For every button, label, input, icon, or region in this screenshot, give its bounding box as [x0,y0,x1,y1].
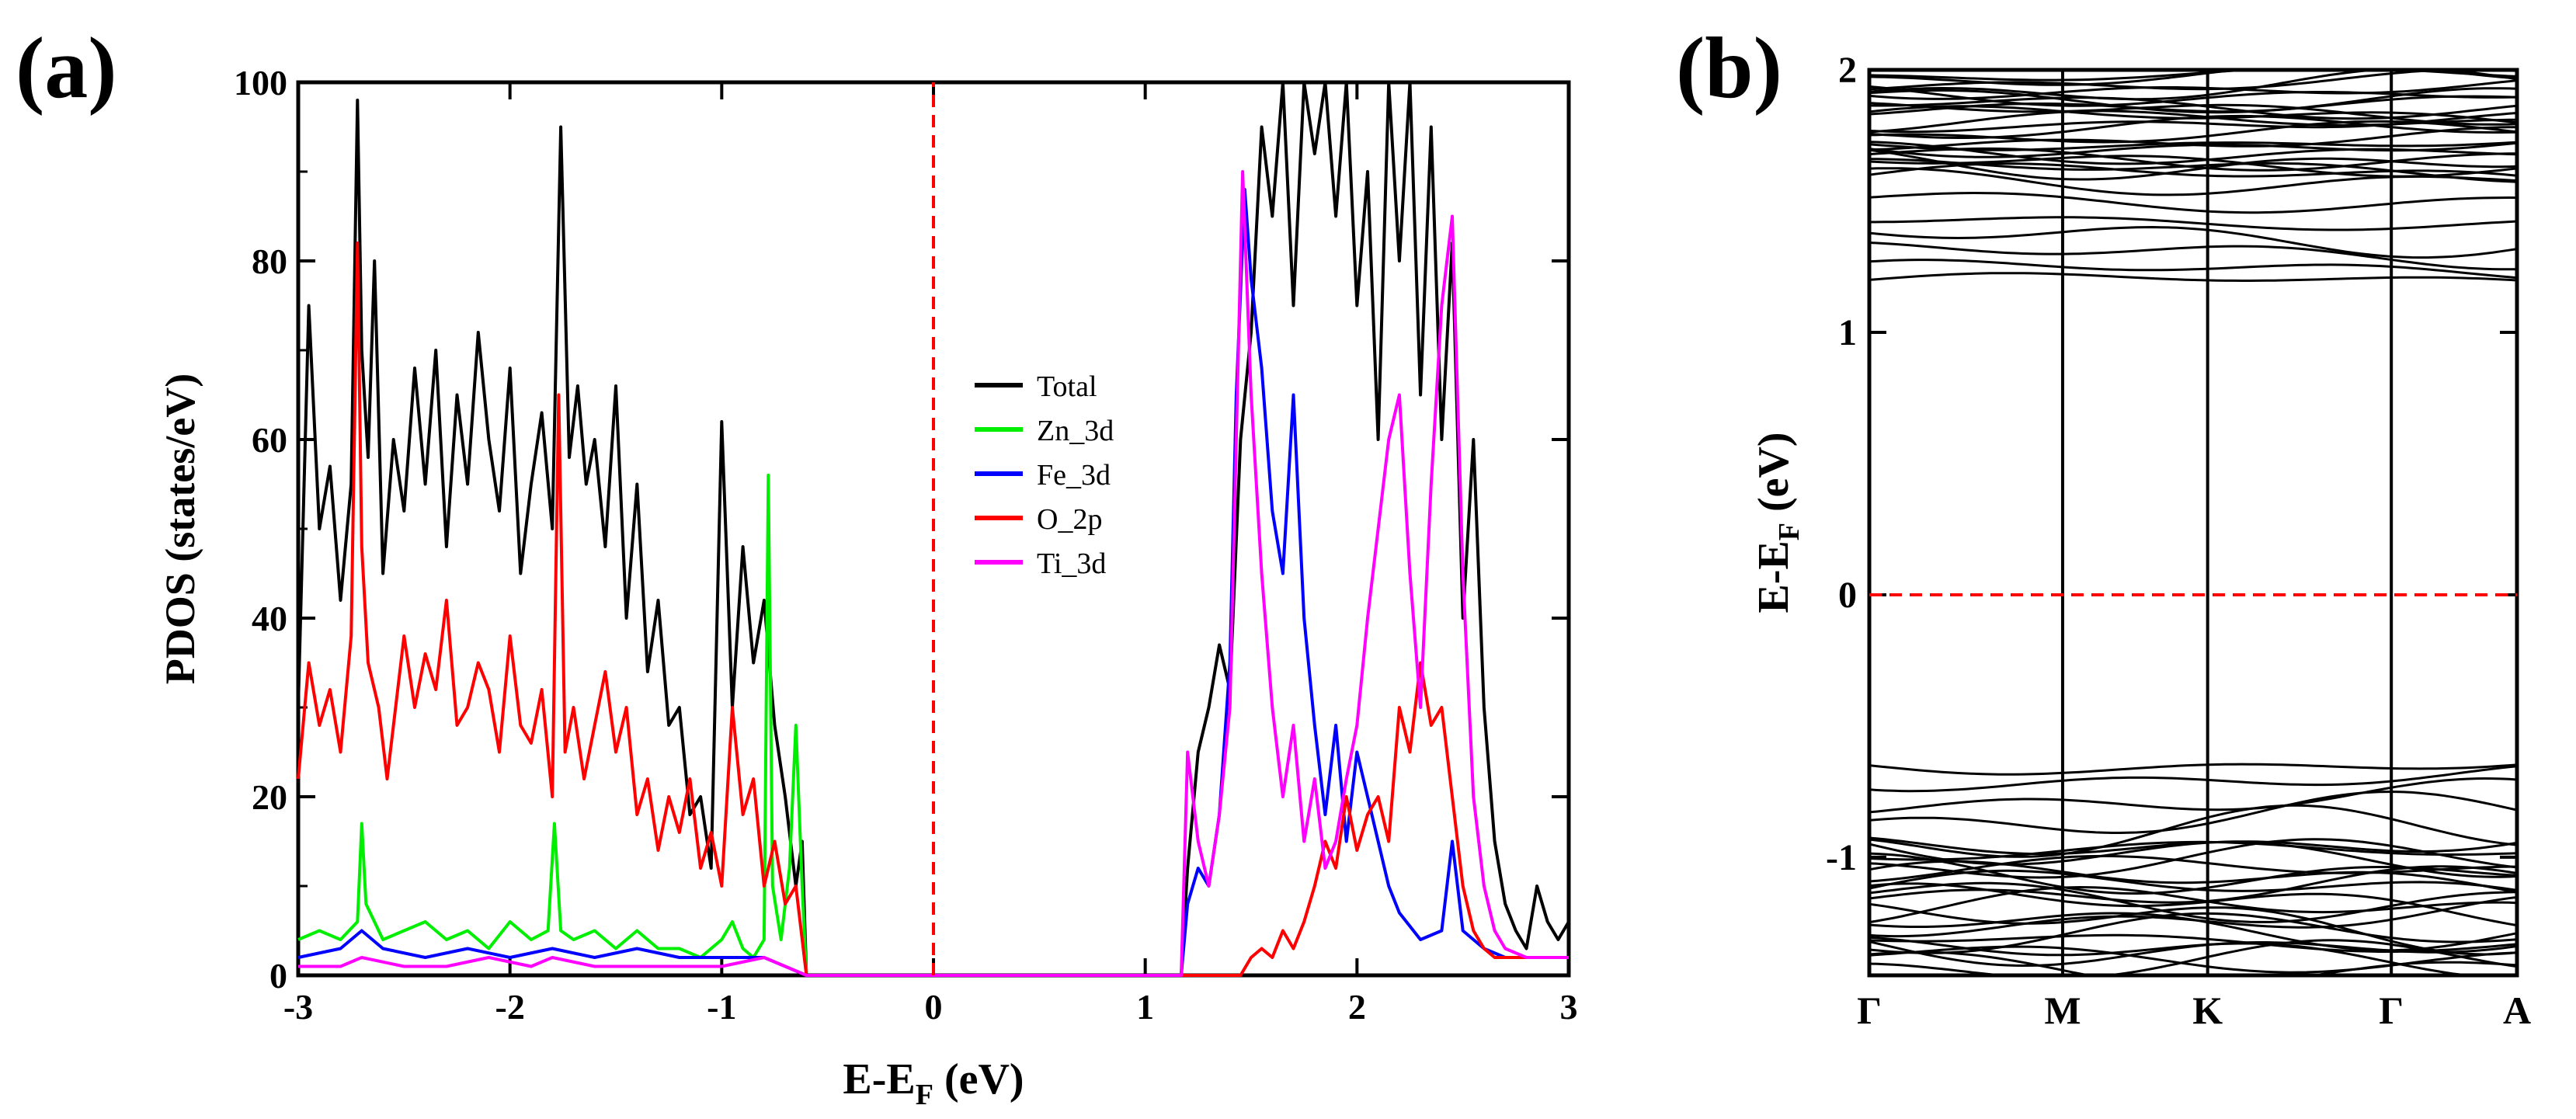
band-line [1869,259,2518,280]
panel-a: (a) -3 -2 -1 0 1 2 3 0 20 40 60 80 100 PDOS (states/… [16,20,1578,1111]
band-line [1869,79,2518,100]
panel-a-x-axis-label-unit: (eV) [933,1055,1024,1103]
y-tick-label: 0 [269,956,287,996]
band-line [1869,85,2518,107]
band-line [1869,105,2518,124]
panel-a-x-axis-label-sub: F [916,1079,933,1111]
band-line [1869,765,2518,793]
band-line [1869,96,2518,120]
x-tick-label: 2 [1348,987,1366,1027]
band-line [1869,791,2518,834]
y-tick-label: 20 [252,777,287,817]
band-line [1869,272,2518,282]
panel-b-ticks: -1 0 1 2 [1826,50,2517,878]
legend-label: Zn_3d [1037,415,1114,447]
y-tick-label: 1 [1838,312,1857,353]
panel-b-plot-frame [1867,68,2519,978]
x-tick-label: -2 [495,987,525,1027]
band-line [1869,902,2518,956]
band-line [1869,865,2518,904]
band-line [1869,89,2518,114]
band-line [1869,126,2517,151]
legend-label: Fe_3d [1037,459,1111,492]
y-tick-label: 100 [234,63,287,103]
kpoint-label: K [2192,989,2223,1032]
series-line-ti-3d [298,170,1569,977]
band-line [1869,120,2518,144]
band-line [1869,777,2518,814]
band-line [1869,155,2518,178]
kpoint-label: A [2503,989,2531,1032]
band-line [1869,147,2517,172]
x-tick-label: -1 [707,987,736,1027]
y-tick-label: 2 [1838,50,1857,91]
band-line [1869,763,2518,776]
legend-label: Total [1037,370,1097,403]
series-line-total [297,81,1570,977]
band-line [1869,191,2518,214]
band-line [1869,885,2518,924]
legend-label: O_2p [1037,503,1102,536]
panel-a-lines [297,81,1570,977]
x-tick-label: 1 [1136,987,1154,1027]
panel-b-y-axis-label-main: E-E [1750,540,1798,613]
y-tick-label: 0 [1838,575,1857,616]
panel-b-bands [1869,68,2518,977]
panel-a-x-axis-label-main: E-E [843,1055,915,1103]
band-line [1869,950,2518,977]
band-line [1869,838,2518,879]
band-line [1869,216,2518,231]
panel-b-y-axis-label-sub: F [1773,523,1806,540]
band-line [1869,141,2518,151]
panel-b: (b) Γ M K Γ A -1 0 1 2 E-EF (eV) [1676,20,2531,1032]
panel-b-label: (b) [1676,20,1782,116]
x-tick-label: 0 [925,987,943,1027]
band-line [1869,148,2518,181]
panel-a-y-axis-label: PDOS (states/eV) [157,374,203,684]
band-line [1869,912,2518,952]
y-tick-label: 40 [252,599,287,638]
x-tick-label: 3 [1560,987,1578,1027]
panel-a-x-axis-label: E-EF (eV) [843,1055,1024,1111]
kpoint-label: Γ [2379,989,2404,1032]
band-line [1869,804,2518,858]
series-line-fe-3d [297,188,1569,977]
panel-b-y-axis-label-unit: (eV) [1750,432,1798,523]
band-line [1869,854,2517,883]
band-line [1869,936,2517,977]
band-line [1869,68,2518,86]
legend-label: Ti_3d [1037,547,1106,580]
series-line-zn-3d [297,474,808,976]
band-line [1869,242,2518,271]
kpoint-label: Γ [1857,989,1882,1032]
kpoint-label: M [2044,989,2081,1032]
panel-b-y-axis-label: E-EF (eV) [1750,432,1806,613]
x-tick-label: -3 [283,987,313,1027]
panel-a-legend: Total Zn_3d Fe_3d O_2p Ti_3d [975,370,1114,580]
series-line-o-2p [297,242,1569,977]
band-line [1869,939,2518,977]
band-line [1869,225,2518,259]
panel-a-ticks: -3 -2 -1 0 1 2 3 0 20 40 60 80 100 [234,63,1578,1027]
panel-a-label: (a) [16,20,117,116]
band-line [1869,109,2517,134]
y-tick-label: -1 [1826,837,1857,878]
band-line [1869,881,2518,923]
y-tick-label: 80 [252,242,287,281]
y-tick-label: 60 [252,420,287,460]
band-line [1869,860,2518,894]
